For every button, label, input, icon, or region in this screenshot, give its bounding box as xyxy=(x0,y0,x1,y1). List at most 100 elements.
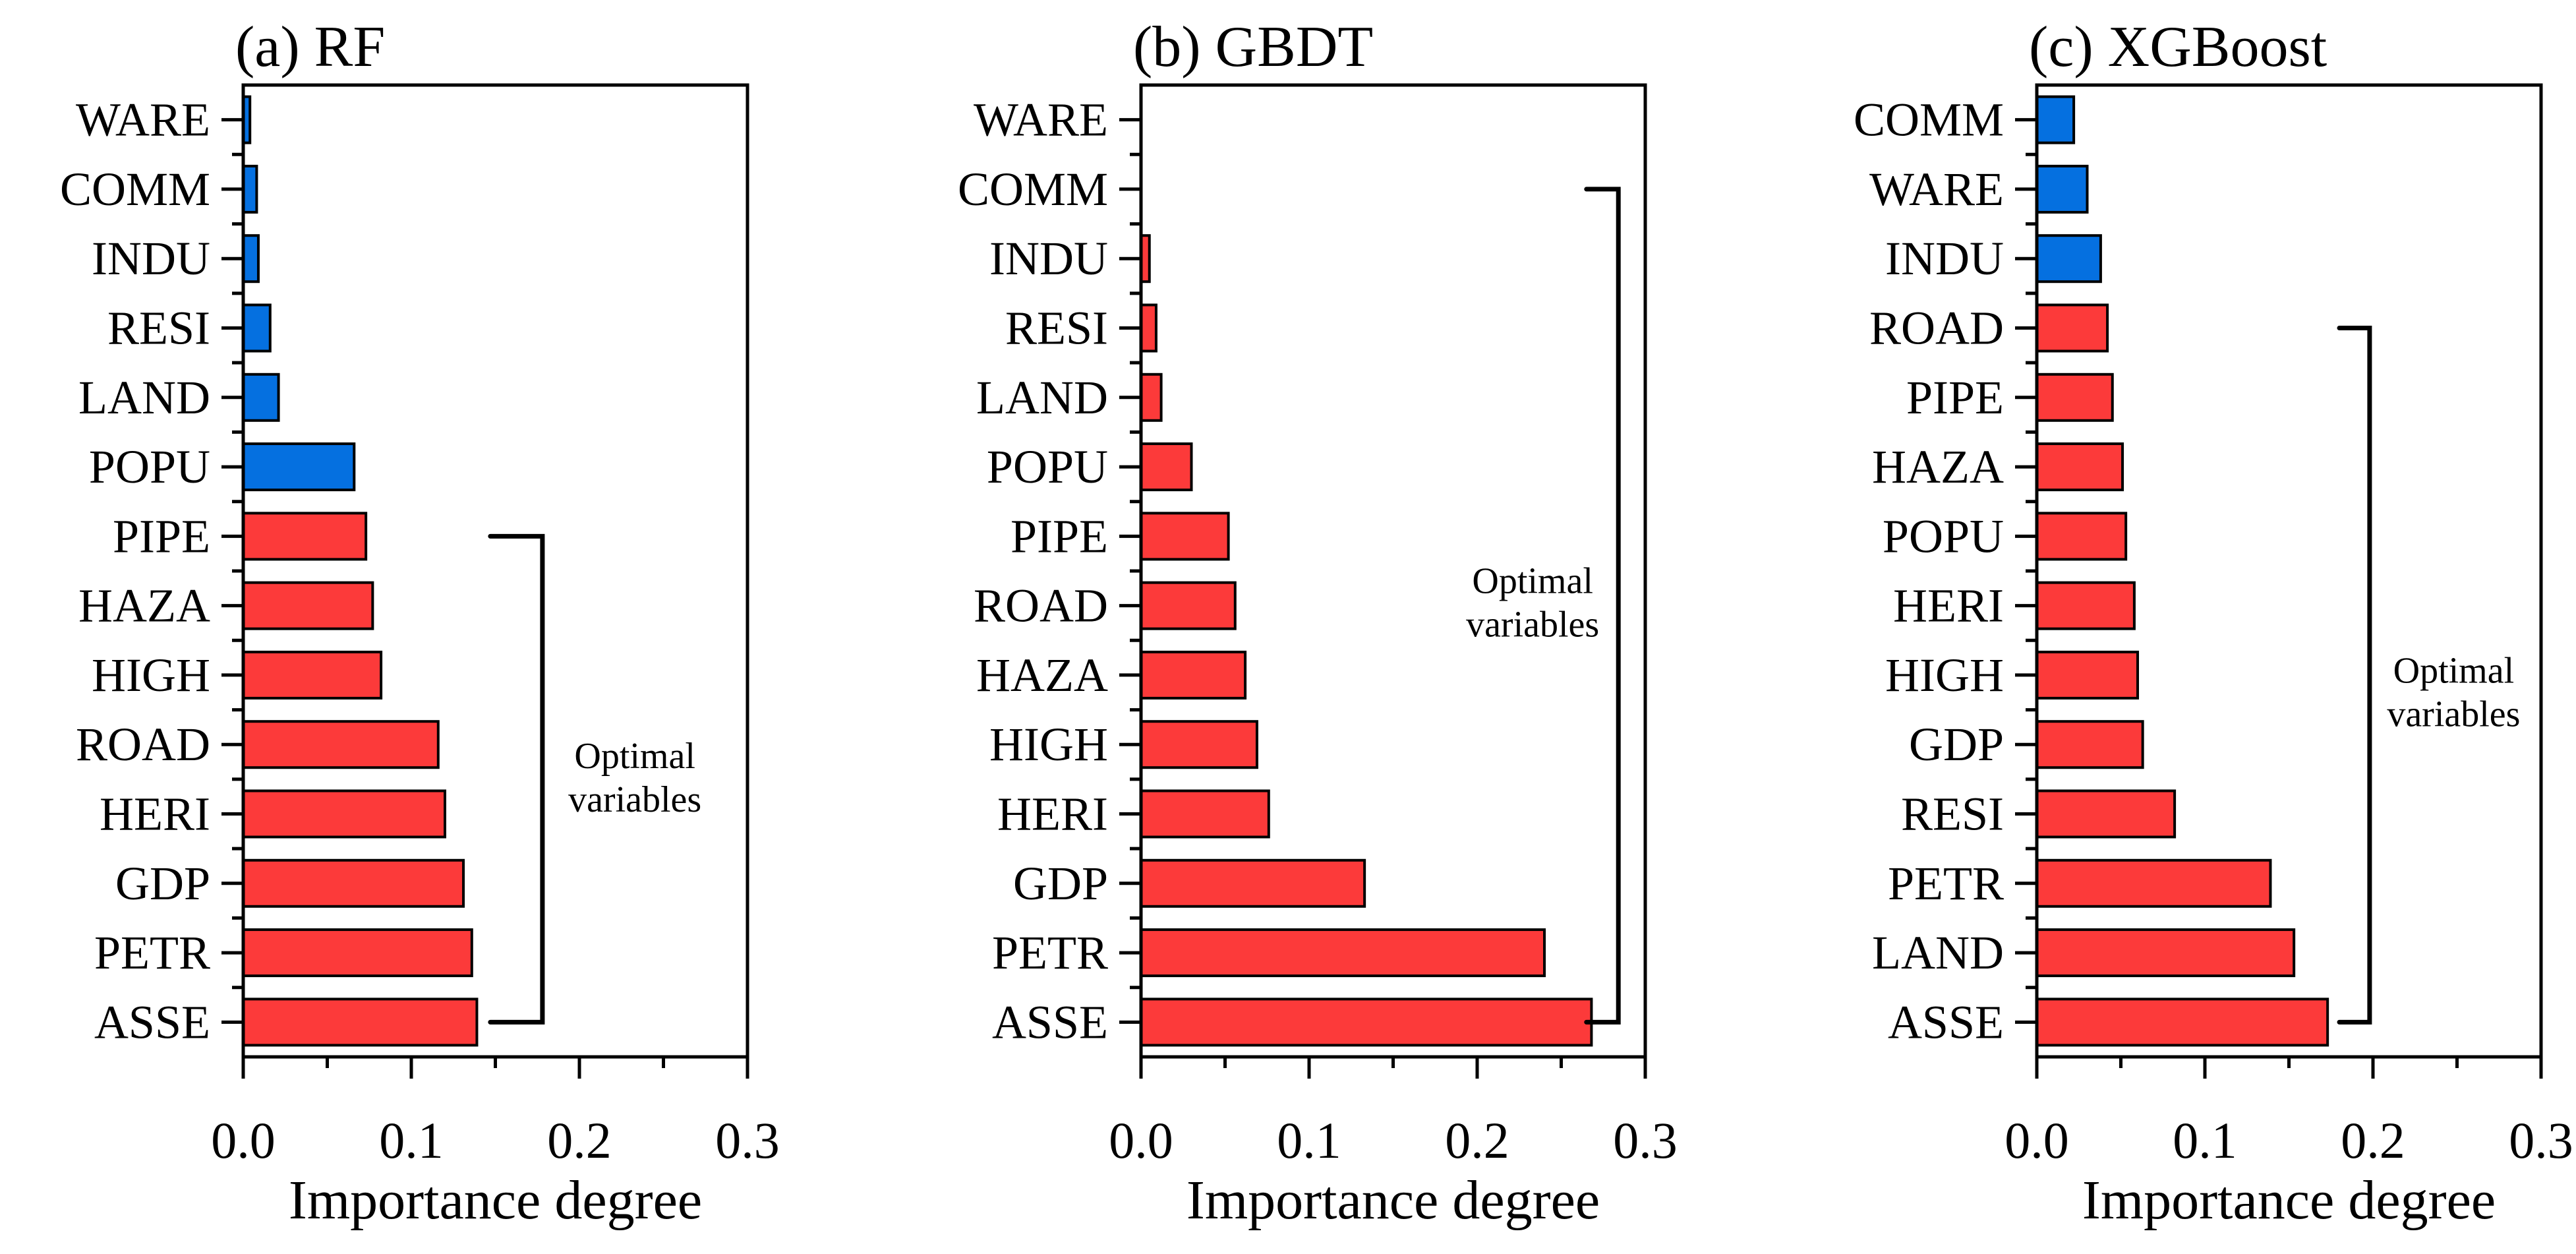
xgboost-bar-road xyxy=(2035,303,2109,353)
plot-frame xyxy=(1139,83,1647,1059)
gbdt-bar-heri xyxy=(1140,789,1270,839)
rf-ylabel-indu: INDU xyxy=(92,232,210,285)
optimal-variables-label-line2: variables xyxy=(2387,694,2520,734)
rf-ylabel-comm: COMM xyxy=(60,163,210,216)
gbdt-bar-high xyxy=(1140,720,1258,769)
panel-title-rf: (a) RF xyxy=(235,15,385,79)
x-tick-label: 0.3 xyxy=(715,1112,780,1169)
rf-ylabel-popu: POPU xyxy=(89,440,210,493)
gbdt-bar-land xyxy=(1140,373,1163,422)
xgboost-bar-haza xyxy=(2035,442,2124,492)
xgboost-ylabel-road: ROAD xyxy=(1869,302,2004,355)
gbdt-bar-resi xyxy=(1140,303,1157,353)
xgboost-bar-heri xyxy=(2035,581,2136,630)
panel-gbdt: (b) GBDT WARE COMM INDU RESI LAND POPU PIPE ROAD… xyxy=(958,15,1678,1231)
gbdt-ylabel-popu: POPU xyxy=(987,440,1108,493)
xgboost-bar-asse xyxy=(2035,998,2329,1047)
gbdt-bar-pipe xyxy=(1140,512,1230,561)
xgboost-bar-land xyxy=(2035,928,2296,978)
xgboost-bar-ware xyxy=(2035,164,2089,214)
xgboost-ylabel-high: HIGH xyxy=(1885,649,2004,702)
gbdt-ylabel-petr: PETR xyxy=(992,926,1108,979)
x-tick-label: 0.1 xyxy=(379,1112,444,1169)
gbdt-ylabel-asse: ASSE xyxy=(992,996,1108,1048)
rf-bar-high xyxy=(242,650,383,700)
xgboost-ylabel-land: LAND xyxy=(1872,926,2004,979)
optimal-variables-label-line1: Optimal xyxy=(2393,650,2515,691)
gbdt-ylabel-high: HIGH xyxy=(989,718,1108,771)
panel-title-xgboost: (c) XGBoost xyxy=(2029,15,2327,79)
rf-ylabel-petr: PETR xyxy=(94,926,210,979)
gbdt-bar-popu xyxy=(1140,442,1193,492)
rf-bar-asse xyxy=(242,998,479,1047)
panel-xgboost: (c) XGBoost COMM WARE INDU ROAD PIPE HAZA POPU H… xyxy=(1854,15,2573,1231)
rf-ylabel-haza: HAZA xyxy=(78,580,210,632)
gbdt-bar-gdp xyxy=(1140,858,1366,908)
gbdt-ylabel-ware: WARE xyxy=(974,94,1108,146)
rf-bar-indu xyxy=(242,234,260,284)
x-tick-label: 0.1 xyxy=(1277,1112,1341,1169)
optimal-variables-bracket xyxy=(488,533,545,1025)
rf-bar-popu xyxy=(242,442,356,492)
xgboost-ylabel-comm: COMM xyxy=(1854,94,2004,146)
gbdt-bar-haza xyxy=(1140,650,1247,700)
rf-bar-haza xyxy=(242,581,374,630)
gbdt-ylabel-comm: COMM xyxy=(958,163,1108,216)
x-tick-label: 0.2 xyxy=(2341,1112,2405,1169)
xgboost-bar-high xyxy=(2035,650,2139,700)
x-axis-title: Importance degree xyxy=(289,1170,702,1231)
gbdt-ylabel-road: ROAD xyxy=(974,580,1108,632)
x-tick-label: 0.2 xyxy=(1445,1112,1509,1169)
xgboost-ylabel-petr: PETR xyxy=(1888,857,2004,910)
optimal-variables-label-line2: variables xyxy=(1466,605,1599,645)
xgboost-ylabel-heri: HERI xyxy=(1893,580,2004,632)
rf-ylabel-gdp: GDP xyxy=(115,857,210,910)
gbdt-ylabel-land: LAND xyxy=(976,371,1108,424)
xgboost-ylabel-popu: POPU xyxy=(1883,510,2004,562)
gbdt-bar-asse xyxy=(1140,998,1593,1047)
rf-bar-comm xyxy=(242,164,258,214)
xgboost-bar-pipe xyxy=(2035,373,2114,422)
rf-bar-road xyxy=(242,720,440,769)
optimal-variables-label-line2: variables xyxy=(568,779,701,820)
rf-ylabel-pipe: PIPE xyxy=(113,510,210,562)
gbdt-ylabel-heri: HERI xyxy=(997,788,1108,841)
plot-frame xyxy=(241,83,749,1059)
optimal-variables-label-line1: Optimal xyxy=(1472,561,1593,602)
x-tick-label: 0.3 xyxy=(1613,1112,1678,1169)
x-axis-title: Importance degree xyxy=(2082,1170,2496,1231)
rf-ylabel-ware: WARE xyxy=(76,94,210,146)
gbdt-ylabel-haza: HAZA xyxy=(976,649,1108,702)
rf-bar-heri xyxy=(242,789,446,839)
xgboost-ylabel-resi: RESI xyxy=(1901,788,2004,841)
panel-rf: (a) RF WARE COMM INDU RESI LAND POPU PIPE HAZA HI… xyxy=(60,15,780,1231)
rf-bar-resi xyxy=(242,303,272,353)
x-tick-label: 0.2 xyxy=(547,1112,612,1169)
gbdt-bar-road xyxy=(1140,581,1237,630)
x-tick-label: 0.1 xyxy=(2173,1112,2237,1169)
gbdt-ylabel-indu: INDU xyxy=(989,232,1108,285)
xgboost-ylabel-gdp: GDP xyxy=(1909,718,2004,771)
x-tick-label: 0.0 xyxy=(1109,1112,1173,1169)
x-axis-title: Importance degree xyxy=(1186,1170,1600,1231)
rf-ylabel-resi: RESI xyxy=(107,302,210,355)
optimal-variables-bracket xyxy=(1584,187,1621,1025)
xgboost-ylabel-pipe: PIPE xyxy=(1906,371,2004,424)
rf-bar-petr xyxy=(242,928,473,978)
rf-bar-gdp xyxy=(242,858,465,908)
xgboost-ylabel-indu: INDU xyxy=(1885,232,2004,285)
gbdt-bar-petr xyxy=(1140,928,1546,978)
rf-ylabel-road: ROAD xyxy=(76,718,210,771)
rf-bar-land xyxy=(242,373,280,422)
rf-ylabel-asse: ASSE xyxy=(94,996,210,1048)
optimal-variables-bracket xyxy=(2337,326,2372,1025)
xgboost-bar-resi xyxy=(2035,789,2177,839)
gbdt-ylabel-pipe: PIPE xyxy=(1010,510,1108,562)
panel-title-gbdt: (b) GBDT xyxy=(1133,15,1373,79)
xgboost-bar-popu xyxy=(2035,512,2128,561)
xgboost-ylabel-ware: WARE xyxy=(1869,163,2004,216)
gbdt-ylabel-gdp: GDP xyxy=(1013,857,1108,910)
